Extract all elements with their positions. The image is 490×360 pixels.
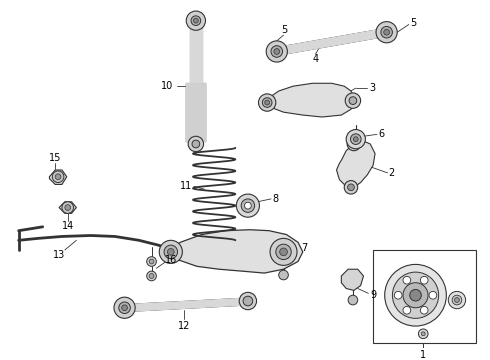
Text: 10: 10	[161, 81, 173, 91]
Circle shape	[403, 276, 411, 284]
Polygon shape	[190, 26, 202, 83]
Circle shape	[270, 238, 297, 265]
Text: 4: 4	[312, 54, 318, 64]
Circle shape	[147, 257, 156, 266]
Circle shape	[418, 329, 428, 339]
Circle shape	[347, 137, 361, 151]
Circle shape	[245, 202, 251, 209]
Circle shape	[420, 306, 428, 314]
Circle shape	[392, 272, 439, 318]
Circle shape	[122, 305, 127, 311]
Circle shape	[353, 137, 358, 141]
Circle shape	[420, 276, 428, 284]
Circle shape	[345, 93, 361, 108]
Circle shape	[394, 291, 402, 299]
Circle shape	[266, 41, 288, 62]
Text: 3: 3	[369, 83, 375, 93]
Circle shape	[348, 295, 358, 305]
Polygon shape	[59, 202, 76, 213]
Polygon shape	[264, 83, 356, 117]
Circle shape	[344, 181, 358, 194]
Circle shape	[55, 174, 61, 180]
Circle shape	[241, 199, 255, 212]
Text: 6: 6	[379, 129, 385, 139]
Circle shape	[381, 26, 392, 38]
Circle shape	[164, 245, 177, 258]
Circle shape	[347, 184, 354, 191]
Circle shape	[350, 134, 361, 144]
Text: 15: 15	[49, 153, 61, 163]
Polygon shape	[122, 298, 248, 312]
Circle shape	[448, 291, 466, 309]
Circle shape	[52, 171, 64, 183]
Text: 5: 5	[411, 18, 416, 28]
Circle shape	[62, 202, 74, 213]
Circle shape	[346, 130, 366, 149]
Bar	[373, 250, 476, 343]
Polygon shape	[342, 269, 364, 291]
Circle shape	[114, 297, 135, 318]
Circle shape	[349, 97, 357, 104]
Circle shape	[236, 194, 259, 217]
Polygon shape	[337, 141, 375, 187]
Circle shape	[350, 141, 357, 147]
Circle shape	[280, 248, 288, 256]
Text: 7: 7	[302, 243, 308, 253]
Circle shape	[186, 11, 205, 30]
Circle shape	[274, 49, 280, 54]
Circle shape	[265, 100, 270, 105]
Polygon shape	[186, 83, 205, 141]
Text: 14: 14	[62, 221, 74, 231]
Circle shape	[452, 295, 462, 305]
Circle shape	[194, 18, 198, 23]
Circle shape	[455, 298, 459, 302]
Circle shape	[159, 240, 182, 264]
Circle shape	[429, 291, 437, 299]
Circle shape	[65, 205, 71, 211]
Circle shape	[279, 270, 288, 280]
Circle shape	[262, 98, 272, 107]
Circle shape	[385, 264, 446, 326]
Circle shape	[271, 46, 283, 57]
Circle shape	[168, 248, 174, 255]
Circle shape	[259, 94, 276, 111]
Text: 11: 11	[180, 181, 193, 192]
Text: 9: 9	[370, 290, 376, 300]
Circle shape	[384, 29, 390, 35]
Circle shape	[276, 244, 291, 260]
Circle shape	[403, 283, 428, 308]
Circle shape	[191, 16, 201, 26]
Circle shape	[403, 306, 411, 314]
Text: 8: 8	[273, 194, 279, 204]
Circle shape	[119, 302, 130, 314]
Circle shape	[243, 296, 253, 306]
Polygon shape	[163, 230, 303, 273]
Circle shape	[147, 271, 156, 281]
Text: 5: 5	[281, 25, 288, 35]
Circle shape	[192, 140, 200, 148]
Circle shape	[149, 259, 154, 264]
Text: 1: 1	[420, 350, 426, 360]
Circle shape	[410, 289, 421, 301]
Circle shape	[188, 136, 203, 152]
Polygon shape	[49, 170, 67, 184]
Circle shape	[149, 274, 154, 278]
Text: 2: 2	[388, 168, 394, 178]
Text: 16: 16	[165, 255, 177, 265]
Circle shape	[239, 292, 257, 310]
Polygon shape	[277, 28, 387, 55]
Circle shape	[421, 332, 425, 336]
Text: 13: 13	[53, 250, 65, 260]
Circle shape	[376, 22, 397, 43]
Text: 12: 12	[178, 321, 191, 331]
